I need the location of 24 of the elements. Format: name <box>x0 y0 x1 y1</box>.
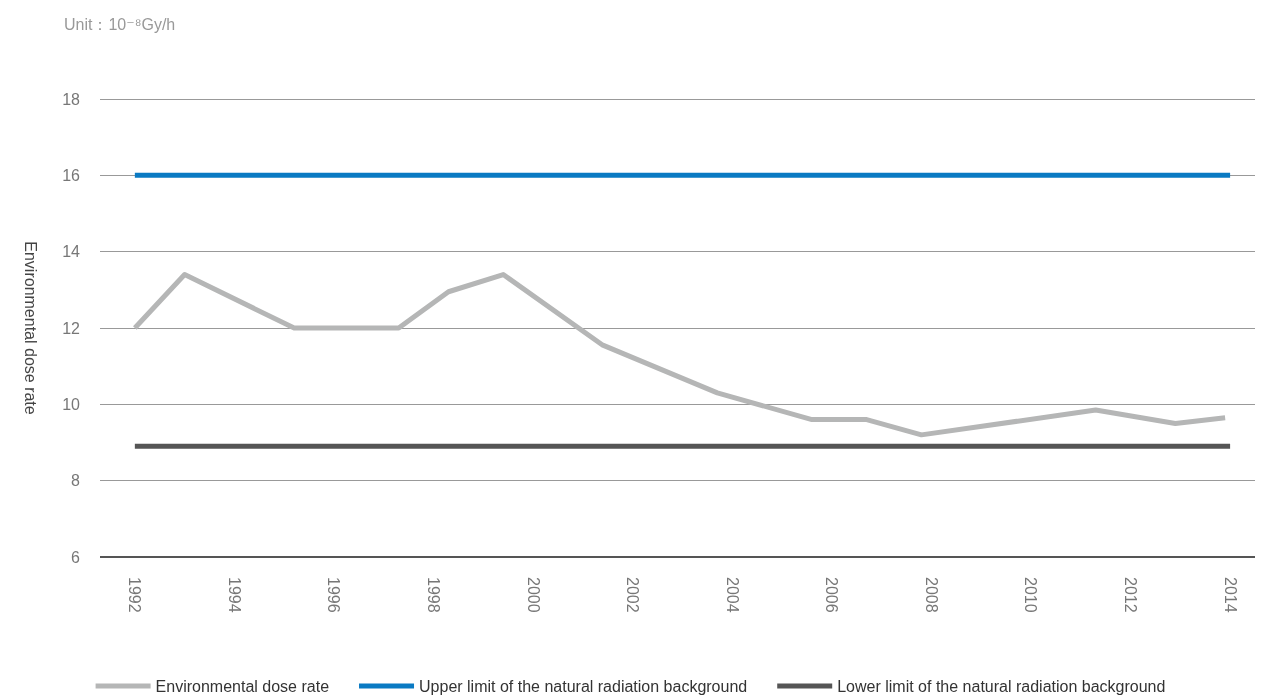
y-axis-title: Environmental dose rate <box>21 241 39 415</box>
x-tick-label: 2008 <box>922 577 940 613</box>
y-tick-label: 10 <box>62 395 81 413</box>
y-tick-label: 16 <box>62 166 81 184</box>
x-tick-label: 2004 <box>723 577 741 613</box>
x-tick-label: 2006 <box>823 577 841 613</box>
y-tick-label: 12 <box>62 319 81 337</box>
x-tick-label: 1994 <box>225 577 243 613</box>
x-tick-label: 1992 <box>126 577 144 613</box>
legend-label: Upper limit of the natural radiation background <box>419 677 748 695</box>
x-tick-label: 2010 <box>1022 577 1040 613</box>
x-tick-label: 2002 <box>624 577 642 613</box>
y-tick-label: 18 <box>62 90 81 108</box>
x-tick-label: 2014 <box>1221 577 1239 613</box>
x-tick-label: 2000 <box>524 577 542 613</box>
x-tick-label: 1998 <box>425 577 443 613</box>
legend-label: Environmental dose rate <box>155 677 330 695</box>
x-tick-label: 2012 <box>1122 577 1140 613</box>
y-tick-label: 14 <box>62 243 81 261</box>
legend-label: Lower limit of the natural radiation background <box>837 677 1166 695</box>
x-tick-label: 1996 <box>325 577 343 613</box>
text: Unit：10⁻⁸Gy/h <box>64 15 176 33</box>
y-tick-label: 8 <box>71 472 81 490</box>
y-tick-label: 6 <box>71 548 81 566</box>
